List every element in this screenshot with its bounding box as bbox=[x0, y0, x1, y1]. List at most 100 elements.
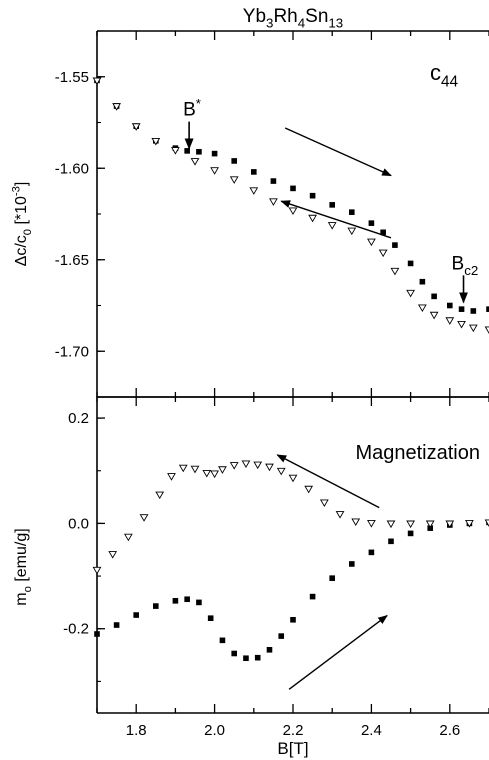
data-point-triangle bbox=[229, 462, 239, 470]
data-point-square bbox=[196, 148, 202, 155]
data-point-square bbox=[184, 596, 190, 603]
x-tick-label: 2.6 bbox=[439, 722, 460, 739]
data-point-triangle bbox=[347, 227, 357, 236]
data-point-square bbox=[447, 302, 453, 309]
data-point-square bbox=[231, 158, 237, 164]
data-point-triangle bbox=[210, 167, 219, 175]
y-axis-title-part: [*10 bbox=[13, 196, 30, 229]
data-point-triangle bbox=[269, 198, 278, 206]
data-point-square bbox=[270, 178, 277, 184]
x-tick-label: 2.4 bbox=[361, 722, 382, 739]
data-point-square bbox=[113, 622, 120, 628]
data-point-square bbox=[309, 593, 316, 600]
data-point-square bbox=[470, 308, 477, 314]
data-point-triangle bbox=[253, 461, 263, 470]
data-point-square bbox=[349, 561, 355, 567]
x-tick-label: 2.0 bbox=[204, 722, 225, 739]
data-point-triangle bbox=[241, 460, 251, 469]
y-tick-label: 0.0 bbox=[68, 515, 89, 532]
data-point-square bbox=[427, 525, 433, 531]
series-open-triangles bbox=[92, 77, 489, 334]
data-point-triangle bbox=[92, 566, 102, 575]
data-point-square bbox=[309, 192, 316, 199]
data-point-triangle bbox=[276, 467, 286, 476]
y-tick-label: -1.55 bbox=[55, 69, 89, 86]
data-point-square bbox=[196, 599, 202, 606]
data-point-triangle bbox=[468, 324, 478, 333]
data-point-triangle bbox=[210, 470, 219, 479]
sweep-arrow-increasing-field bbox=[288, 614, 388, 690]
data-point-square bbox=[290, 185, 296, 192]
y-tick-label: -1.60 bbox=[55, 160, 89, 177]
data-point-triangle bbox=[406, 520, 415, 529]
x-tick-label: 1.8 bbox=[126, 722, 147, 739]
y-axis-title: Δc/c0 [*10-3] bbox=[11, 182, 34, 267]
y-tick-label: -1.70 bbox=[55, 343, 89, 360]
data-point-square bbox=[419, 278, 426, 285]
y-tick-label: 0.2 bbox=[68, 410, 89, 427]
panel-label-part: c bbox=[430, 60, 441, 85]
annotation-bstar: B* bbox=[183, 96, 201, 121]
data-point-square bbox=[407, 530, 414, 537]
title-text-part: Yb bbox=[243, 6, 266, 27]
data-point-triangle bbox=[171, 147, 180, 155]
data-point-square bbox=[329, 575, 335, 581]
series-filled-squares bbox=[94, 77, 489, 314]
y-axis-title-part: -3 bbox=[11, 186, 23, 196]
y-axis-title-part: Δc/c bbox=[13, 235, 30, 266]
title-text-part: Rh bbox=[273, 6, 297, 27]
data-point-triangle bbox=[425, 520, 435, 529]
data-point-triangle bbox=[429, 311, 439, 320]
sweep-arrow-decreasing-field bbox=[276, 454, 380, 509]
data-point-square bbox=[133, 612, 139, 618]
data-point-triangle bbox=[151, 137, 161, 146]
data-point-triangle bbox=[288, 207, 298, 216]
data-point-square bbox=[184, 148, 190, 154]
panel-label-part: 44 bbox=[441, 74, 459, 91]
data-point-triangle bbox=[390, 267, 400, 276]
data-point-square bbox=[486, 306, 489, 312]
data-point-triangle bbox=[92, 77, 102, 86]
panel-bottom: 0.2 0.0 -0.2 1.8 2.0 2.2 2.4 2.6 mo [emu/g] Magne… bbox=[13, 396, 489, 739]
data-point-square bbox=[278, 633, 285, 639]
y-axis-title: mo [emu/g] bbox=[13, 528, 34, 605]
x-axis-title: B[T] bbox=[277, 739, 308, 758]
sweep-arrow-decreasing-field bbox=[280, 200, 392, 239]
y-axis-title-part: [emu/g] bbox=[13, 528, 30, 586]
title-text-part: Sn bbox=[305, 6, 328, 27]
data-point-square bbox=[211, 150, 218, 157]
data-point-square bbox=[290, 616, 296, 623]
y-axis-title-part: ] bbox=[13, 182, 30, 186]
data-point-triangle bbox=[484, 519, 489, 528]
data-point-square bbox=[407, 260, 414, 267]
title-text: Yb3Rh4Sn13 bbox=[243, 6, 343, 31]
figure-title: Yb3Rh4Sn13 bbox=[243, 6, 343, 31]
series-open-triangles bbox=[92, 460, 489, 575]
data-point-triangle bbox=[249, 187, 259, 195]
data-point-square bbox=[431, 293, 437, 300]
annotation-bc2-part: c2 bbox=[464, 263, 478, 278]
data-point-square bbox=[207, 615, 214, 621]
data-point-triangle bbox=[288, 474, 298, 483]
data-point-square bbox=[231, 650, 237, 657]
data-point-square bbox=[153, 603, 159, 609]
data-point-triangle bbox=[367, 238, 376, 247]
data-point-triangle bbox=[139, 514, 149, 522]
panel-label: Magnetization bbox=[355, 442, 480, 464]
data-point-square bbox=[329, 202, 335, 208]
y-tick-label: -1.65 bbox=[55, 252, 89, 269]
data-point-triangle bbox=[327, 222, 337, 230]
y-axis-title-part: o bbox=[22, 586, 34, 592]
data-point-square bbox=[219, 637, 226, 644]
data-point-triangle bbox=[304, 485, 314, 494]
data-point-square bbox=[94, 631, 100, 637]
data-point-triangle bbox=[378, 249, 388, 258]
data-point-square bbox=[349, 209, 355, 215]
sweep-arrow-increasing-field bbox=[284, 127, 392, 177]
data-point-square bbox=[251, 169, 257, 175]
data-point-square bbox=[380, 229, 386, 236]
data-point-square bbox=[368, 549, 375, 556]
data-point-triangle bbox=[112, 103, 121, 111]
data-point-triangle bbox=[202, 469, 212, 478]
